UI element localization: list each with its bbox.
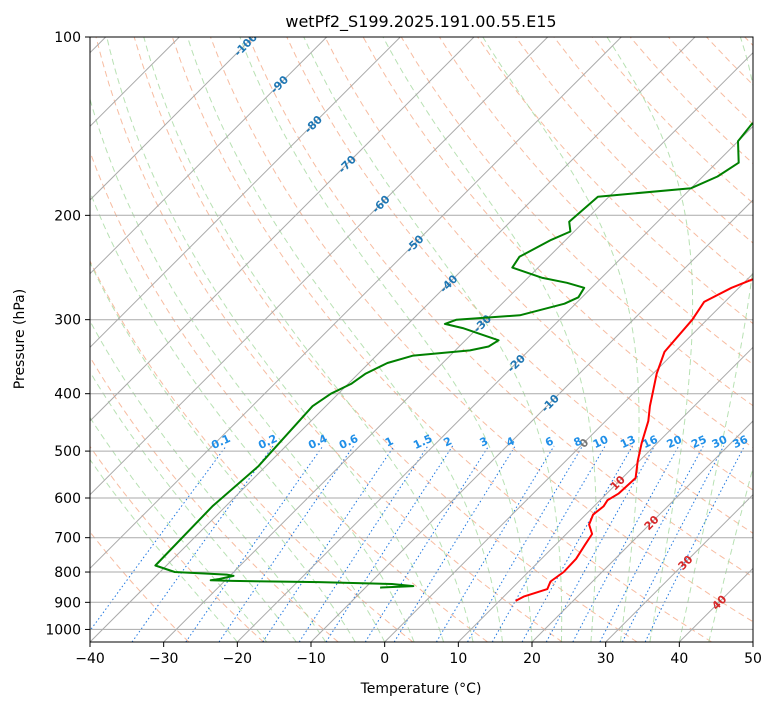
mixing-ratio-label: 20 [665, 433, 685, 451]
moist-adiabat [382, 37, 597, 642]
dry-adiabat [171, 37, 712, 642]
y-tick-label: 800 [54, 565, 81, 581]
mixing-ratio-line [644, 445, 746, 642]
mixing-ratio-line [545, 445, 656, 642]
dewpoint-profile-line [154, 122, 753, 589]
x-tick-label: 20 [523, 651, 541, 667]
isotherm-line [457, 346, 753, 642]
dry-adiabat [286, 37, 753, 534]
dry-adiabat [90, 259, 414, 642]
y-tick-label: 900 [54, 595, 81, 611]
x-axis: −40 −30 −20 −10 0 10 20 30 40 50 [75, 642, 762, 667]
x-tick-label: 0 [380, 651, 389, 667]
y-tick-label: 500 [54, 444, 81, 460]
y-tick-label: 400 [54, 387, 81, 403]
mixing-ratio-line [325, 445, 454, 642]
mixing-ratio-line [218, 445, 355, 642]
isotherm-line [90, 37, 622, 570]
y-tick-label: 100 [54, 30, 81, 46]
mixing-ratio-line [521, 445, 633, 642]
isotherm-line [163, 51, 753, 642]
mixing-ratio-line [435, 445, 555, 642]
y-tick-label: 700 [54, 531, 81, 547]
y-tick-label: 300 [54, 313, 81, 329]
isotherm-line [90, 37, 696, 642]
dry-adiabat [324, 37, 753, 491]
isotherm-line [605, 493, 753, 642]
moist-adiabat [90, 190, 386, 642]
moist-adiabat [708, 465, 753, 642]
mixing-ratio-line [131, 445, 274, 642]
mixing-ratio-label: 25 [689, 433, 708, 451]
y-axis-title: Pressure (hPa) [12, 289, 28, 389]
mixing-ratio-line [621, 445, 725, 642]
mixing-ratio-line [298, 445, 429, 642]
moist-adiabat [187, 37, 503, 642]
moist-adiabat [90, 458, 238, 642]
y-tick-label: 200 [54, 208, 81, 224]
dry-adiabat [248, 37, 753, 578]
isotherm-line [384, 272, 753, 642]
x-tick-label: 10 [449, 651, 467, 667]
isotherm-line [90, 37, 254, 201]
y-tick-label: 600 [54, 491, 81, 507]
dry-adiabat [95, 37, 563, 642]
moist-adiabat [106, 37, 445, 642]
temperature-profile-line [515, 278, 753, 602]
isotherm-line [752, 641, 753, 642]
dry-adiabat [90, 356, 339, 642]
plot-frame [89, 36, 754, 643]
mixing-ratio-line [467, 445, 584, 642]
mixing-ratio-label: 16 [640, 433, 660, 451]
isotherm-line [531, 420, 753, 642]
chart-title: wetPf2_S199.2025.191.00.55.E15 [285, 12, 556, 32]
moist-adiabat [239, 37, 533, 642]
moist-adiabat [90, 416, 268, 642]
series-layer [154, 122, 753, 602]
mixing-ratio-line [185, 445, 324, 642]
y-tick-label: 1000 [45, 622, 81, 638]
moist-adiabat [90, 261, 356, 642]
moist-adiabat [90, 370, 297, 642]
moist-adiabat [678, 37, 753, 642]
isotherm-line [90, 37, 401, 349]
x-tick-label: 30 [597, 651, 615, 667]
x-tick-label: 40 [670, 651, 688, 667]
mixing-ratio-line [364, 445, 490, 642]
dry-adiabat [210, 37, 753, 623]
y-axis: 100 200 300 400 500 600 700 800 900 1000 [45, 30, 90, 638]
isotherm-line [90, 37, 475, 422]
x-axis-title: Temperature (°C) [360, 681, 482, 697]
mixing-ratio-line [262, 445, 395, 642]
x-tick-label: −10 [296, 651, 326, 667]
mixing-ratio-label: 36 [731, 433, 751, 451]
moist-adiabat [143, 37, 474, 642]
moist-adiabat [482, 37, 640, 642]
moist-adiabat [90, 320, 327, 642]
mixing-ratio-label: 13 [618, 433, 637, 451]
moist-adiabat [303, 37, 563, 642]
dry-adiabat [133, 37, 638, 642]
moist-adiabat [606, 37, 694, 642]
isotherm-line [310, 199, 753, 642]
x-tick-label: −30 [149, 651, 179, 667]
x-tick-label: −20 [223, 651, 253, 667]
mixing-ratio-label: 10 [591, 433, 611, 451]
plot-background [90, 37, 753, 642]
x-tick-label: 50 [744, 651, 762, 667]
isobar-grid [90, 37, 753, 630]
isotherm-line [90, 37, 549, 496]
mixing-ratio-label: 30 [710, 433, 730, 451]
isotherm-line [90, 37, 328, 275]
x-tick-label: −40 [75, 651, 105, 667]
dry-adiabat [90, 445, 264, 642]
